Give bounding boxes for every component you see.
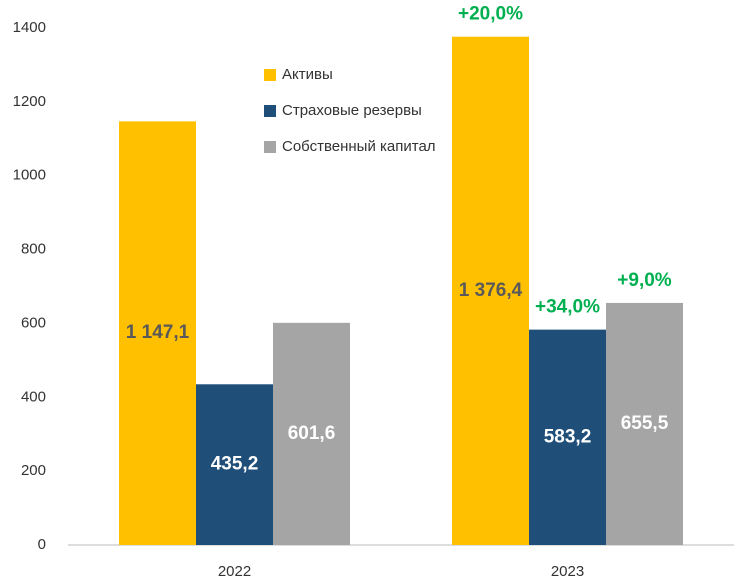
legend-swatch bbox=[264, 141, 276, 153]
bar bbox=[529, 329, 606, 545]
y-tick-label: 1400 bbox=[13, 19, 46, 36]
y-tick-label: 800 bbox=[21, 241, 46, 258]
change-label: +9,0% bbox=[617, 270, 672, 291]
y-tick-label: 1200 bbox=[13, 93, 46, 110]
bar bbox=[273, 322, 350, 545]
y-tick-label: 200 bbox=[21, 462, 46, 479]
bar bbox=[119, 121, 196, 545]
value-label: 655,5 bbox=[621, 413, 669, 434]
y-tick-label: 600 bbox=[21, 314, 46, 331]
bar bbox=[606, 302, 683, 545]
value-label: 1 376,4 bbox=[459, 280, 523, 301]
y-tick-label: 1000 bbox=[13, 167, 46, 184]
bar bbox=[452, 36, 529, 545]
change-label: +20,0% bbox=[458, 4, 523, 25]
y-tick-label: 400 bbox=[21, 388, 46, 405]
legend-label: Страховые резервы bbox=[282, 102, 422, 119]
x-tick-label: 2022 bbox=[218, 563, 251, 580]
legend-label: Активы bbox=[282, 66, 333, 83]
bar bbox=[196, 384, 273, 545]
y-tick-label: 0 bbox=[38, 536, 46, 553]
value-label: 601,6 bbox=[288, 423, 336, 444]
value-label: 435,2 bbox=[211, 454, 259, 475]
value-label: 583,2 bbox=[544, 426, 592, 447]
legend-swatch bbox=[264, 69, 276, 81]
change-label: +34,0% bbox=[535, 297, 600, 318]
value-label: 1 147,1 bbox=[126, 322, 190, 343]
legend-swatch bbox=[264, 105, 276, 117]
legend-label: Собственный капитал bbox=[282, 138, 436, 155]
x-tick-label: 2023 bbox=[551, 563, 584, 580]
